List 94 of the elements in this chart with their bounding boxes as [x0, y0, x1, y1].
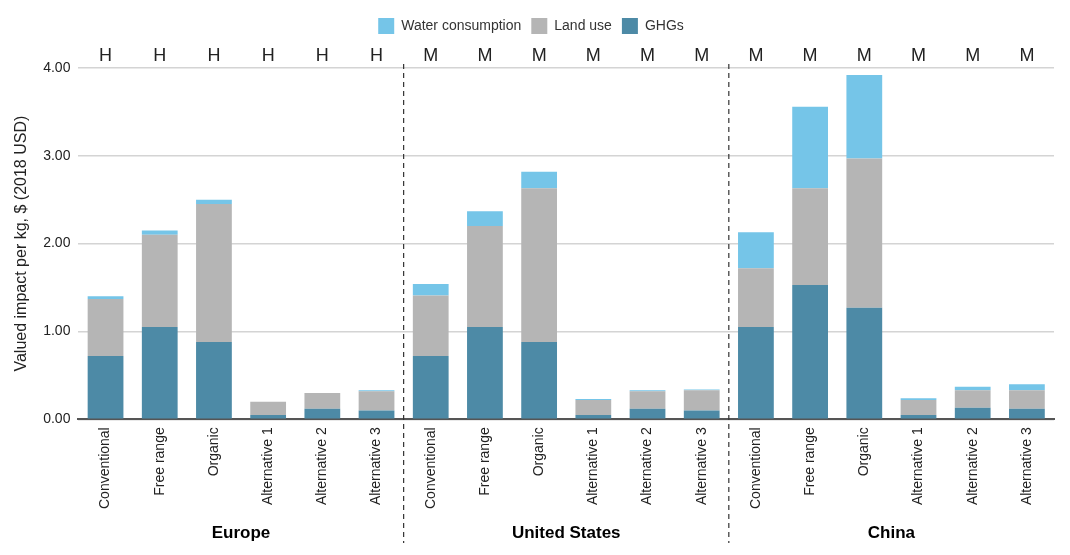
x-tick-label: Free range [475, 427, 492, 496]
bar [846, 307, 883, 419]
text: H [261, 44, 275, 65]
bar [358, 391, 395, 411]
x-tick-label: Organic [204, 427, 221, 477]
text: M [585, 44, 601, 65]
bar [846, 75, 883, 159]
bar [412, 295, 449, 357]
x-tick-label: Organic [855, 427, 872, 477]
bar [954, 390, 991, 408]
text: M [423, 44, 439, 65]
y-tick-label: 3.00 [43, 146, 71, 163]
x-tick-label: Alternative 3 [367, 427, 384, 506]
bar [196, 342, 232, 419]
text: M [748, 44, 764, 65]
bar [250, 401, 287, 415]
x-tick-label: Alternative 2 [638, 427, 655, 506]
x-tick-label: Alternative 2 [963, 427, 980, 506]
text: Europe [211, 522, 271, 542]
x-tick-label: Alternative 1 [584, 427, 601, 506]
x-tick-label: Alternative 1 [259, 427, 275, 506]
bar [792, 106, 828, 189]
text: H [153, 44, 167, 65]
bar [250, 414, 287, 419]
y-tick-label: 2.00 [43, 234, 71, 251]
bar [792, 188, 828, 285]
text: M [1019, 44, 1035, 65]
bar [141, 327, 178, 419]
text: M [531, 44, 547, 65]
bar [87, 298, 124, 357]
bar [521, 171, 558, 189]
x-tick-label: Organic [529, 427, 546, 477]
bar [629, 391, 666, 409]
bar [87, 296, 124, 299]
bar [304, 392, 341, 409]
text: China [867, 522, 916, 542]
bar [1009, 384, 1045, 391]
bar [1009, 408, 1045, 419]
bar [467, 327, 503, 419]
bar [575, 399, 612, 415]
bar [412, 356, 449, 419]
x-tick-label: Alternative 2 [313, 427, 330, 506]
bar [87, 356, 124, 419]
bar [738, 232, 774, 269]
x-tick-label: Alternative 1 [909, 427, 926, 506]
bar [846, 158, 883, 308]
text: H [207, 44, 221, 65]
bar [304, 408, 341, 419]
bar [358, 410, 395, 419]
y-tick-label: 4.00 [43, 58, 71, 75]
legend-label: GHGs [644, 16, 684, 33]
bar [467, 211, 503, 227]
bar [954, 407, 991, 419]
bar [196, 199, 232, 205]
bar [738, 327, 774, 419]
bar [629, 408, 666, 419]
bar [467, 226, 503, 328]
y-tick-label: 1.00 [43, 322, 71, 339]
legend-label: Water consumption [401, 16, 522, 33]
bar [521, 342, 558, 419]
bar [196, 204, 232, 342]
text: H [99, 44, 113, 65]
text: United States [511, 522, 621, 542]
x-tick-label: Free range [150, 427, 167, 496]
bar [521, 188, 558, 342]
bar [900, 414, 937, 419]
text: M [802, 44, 818, 65]
text: H [370, 44, 384, 65]
bar [792, 284, 828, 419]
bar [683, 410, 720, 419]
x-tick-label: Conventional [421, 427, 438, 510]
bar [412, 284, 449, 296]
legend-label: Land use [554, 16, 613, 33]
bar [575, 414, 612, 419]
text: M [965, 44, 981, 65]
text: M [477, 44, 493, 65]
bar [900, 399, 937, 415]
text: M [640, 44, 656, 65]
y-axis-title: Valued impact per kg, $ (2018 USD) [12, 115, 30, 372]
bar [683, 390, 720, 411]
bar [141, 230, 178, 235]
y-tick-label: 0.00 [43, 410, 71, 427]
bar [1009, 390, 1045, 409]
text: M [856, 44, 872, 65]
text: M [694, 44, 710, 65]
x-tick-label: Conventional [96, 427, 113, 510]
x-tick-label: Conventional [746, 427, 763, 510]
x-tick-label: Free range [800, 427, 817, 496]
text: M [911, 44, 927, 65]
x-tick-label: Alternative 3 [692, 427, 709, 506]
bar [738, 268, 774, 328]
x-tick-label: Alternative 3 [1017, 427, 1034, 506]
bar [141, 234, 178, 328]
text: H [315, 44, 329, 65]
